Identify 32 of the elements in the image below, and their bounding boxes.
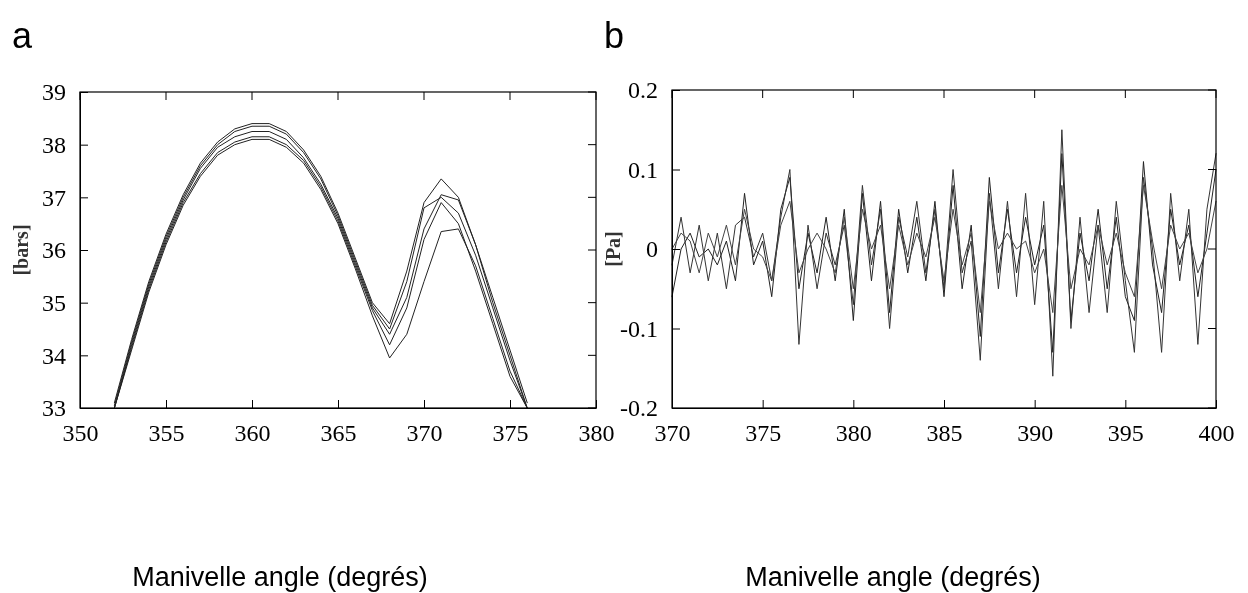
y-tick-label: -0.1 [620,315,658,342]
y-tick-label: 0 [646,236,658,263]
y-tick-label: 0.1 [628,156,658,183]
x-tick-label: 385 [926,420,963,447]
x-tick-label: 395 [1107,420,1144,447]
x-axis-title: Manivelle angle (degrés) [745,562,1041,592]
chart-title: b [604,15,625,56]
y-tick-label: 37 [42,184,66,211]
y-tick-label: 0.2 [628,77,658,104]
y-tick-label: 38 [42,131,66,158]
y-tick-label: 39 [42,79,66,106]
x-tick-label: 355 [148,420,185,447]
x-tick-label: 350 [62,420,99,447]
y-tick-label: 36 [42,237,66,264]
y-tick-label: 35 [42,289,66,316]
y-tick-label: 34 [42,342,66,369]
y-axis-title: [Pa] [602,231,624,267]
x-tick-label: 360 [234,420,271,447]
y-tick-label: -0.2 [620,395,658,422]
y-tick-label: 33 [42,395,66,422]
x-axis-title: Manivelle angle (degrés) [132,562,428,592]
x-tick-label: 380 [835,420,872,447]
x-tick-label: 380 [578,420,615,447]
x-tick-label: 390 [1017,420,1054,447]
chart-title: a [12,15,33,56]
x-tick-label: 375 [745,420,782,447]
y-axis-title: [bars] [10,224,32,276]
x-tick-label: 375 [492,420,529,447]
x-tick-label: 400 [1198,420,1235,447]
x-tick-label: 370 [406,420,443,447]
x-tick-label: 365 [320,420,357,447]
x-tick-label: 370 [654,420,691,447]
